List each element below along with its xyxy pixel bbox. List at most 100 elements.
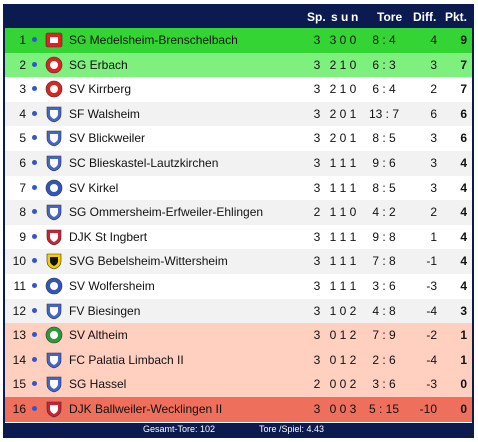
header-diff: Diff. <box>413 10 437 24</box>
points: 0 <box>460 377 467 392</box>
bullet-icon <box>32 86 37 92</box>
team-name[interactable]: SV Kirkel <box>69 180 119 195</box>
bullet-icon <box>32 381 37 387</box>
goals: 9 : 6 <box>372 156 396 170</box>
games-played: 3 <box>313 328 321 343</box>
goal-difference: 4 <box>430 33 437 47</box>
goal-difference: 2 <box>430 82 437 97</box>
table-row[interactable]: 12 FV Biesingen 3 1 0 2 4 : 8 -4 3 <box>5 298 472 324</box>
goals: 3 : 6 <box>372 377 396 392</box>
wins: 2 <box>329 106 337 121</box>
team-name[interactable]: FC Palatia Limbach II <box>69 352 184 367</box>
points: 0 <box>460 402 467 416</box>
table-row[interactable]: 14 FC Palatia Limbach II 3 0 1 2 2 : 6 -4 1 <box>5 347 472 373</box>
points: 4 <box>460 254 467 269</box>
rank: 3 <box>19 82 26 97</box>
wins: 1 <box>329 254 337 269</box>
club-crest-icon <box>46 155 62 172</box>
points: 4 <box>460 229 467 244</box>
points: 1 <box>460 328 467 343</box>
team-name[interactable]: SG Hassel <box>69 377 127 392</box>
draws: 1 <box>339 156 347 170</box>
draws: 1 <box>339 205 347 220</box>
goal-difference: -10 <box>419 402 437 416</box>
bullet-icon <box>32 332 37 338</box>
wins: 1 <box>329 303 337 318</box>
wins: 0 <box>329 328 337 343</box>
team-name[interactable]: SVG Bebelsheim-Wittersheim <box>69 254 228 269</box>
table-row[interactable]: 4 SF Walsheim 3 2 0 1 13 : 7 6 6 <box>5 101 472 127</box>
team-name[interactable]: DJK Ballweiler-Wecklingen II <box>69 402 223 416</box>
games-played: 3 <box>313 303 321 318</box>
wins: 2 <box>329 82 337 97</box>
games-played: 3 <box>313 229 321 244</box>
draws: 0 <box>339 377 347 392</box>
draws: 1 <box>339 57 347 72</box>
wins: 1 <box>329 229 337 244</box>
draws: 1 <box>339 352 347 367</box>
goals: 7 : 9 <box>372 328 396 343</box>
goal-difference: -4 <box>426 352 437 367</box>
header-s: s <box>331 10 338 24</box>
losses: 2 <box>349 377 357 392</box>
losses: 1 <box>349 254 357 269</box>
goals: 5 : 15 <box>368 402 400 416</box>
rank: 14 <box>12 352 26 367</box>
rank: 9 <box>19 229 26 244</box>
bullet-icon <box>32 110 37 116</box>
club-crest-icon <box>46 131 62 147</box>
bullet-icon <box>32 356 37 362</box>
draws: 1 <box>339 229 347 244</box>
table-row[interactable]: 13 SV Altheim 3 0 1 2 7 : 9 -2 1 <box>5 323 472 348</box>
team-name[interactable]: SV Kirrberg <box>69 82 132 97</box>
table-row[interactable]: 8 SG Ommersheim-Erfweiler-Ehlingen 2 1 1 0 4 :… <box>5 200 472 225</box>
table-row[interactable]: 11 SV Wolfersheim 3 1 1 1 3 : 6 -3 4 <box>5 274 472 299</box>
team-name[interactable]: SG Medelsheim-Brenschelbach <box>69 33 238 47</box>
losses: 3 <box>349 402 357 416</box>
club-crest-icon <box>45 277 63 295</box>
bullet-icon <box>32 61 37 67</box>
team-name[interactable]: DJK St Ingbert <box>69 229 148 244</box>
games-played: 3 <box>313 254 321 269</box>
team-name[interactable]: SF Walsheim <box>69 106 140 121</box>
goals: 6 : 4 <box>372 82 396 97</box>
table-row[interactable]: 15 SG Hassel 2 0 0 2 3 : 6 -3 0 <box>5 372 472 397</box>
wins: 2 <box>329 131 337 146</box>
team-name[interactable]: SC Blieskastel-Lautzkirchen <box>69 156 219 170</box>
goals: 13 : 7 <box>368 106 400 121</box>
wins: 2 <box>329 57 337 72</box>
club-crest-icon <box>45 80 63 98</box>
games-played: 3 <box>313 106 321 121</box>
losses: 1 <box>349 106 357 121</box>
draws: 0 <box>339 402 347 416</box>
club-crest-icon <box>46 229 62 246</box>
team-name[interactable]: SG Ommersheim-Erfweiler-Ehlingen <box>69 205 264 220</box>
team-name[interactable]: SV Blickweiler <box>69 131 146 146</box>
team-name[interactable]: SV Wolfersheim <box>69 279 155 293</box>
games-played: 3 <box>313 180 321 195</box>
rank: 16 <box>12 402 26 416</box>
draws: 1 <box>339 254 347 269</box>
goal-difference: -1 <box>426 254 437 269</box>
goal-difference: 1 <box>430 229 437 244</box>
table-row[interactable]: 16 DJK Ballweiler-Wecklingen II 3 0 0 3 5 : 15… <box>5 397 472 422</box>
table-row[interactable]: 10 SVG Bebelsheim-Wittersheim 3 1 1 1 7 : 8 -1 4 <box>5 249 472 274</box>
club-crest-icon <box>45 179 63 196</box>
goal-difference: -3 <box>426 279 437 293</box>
wins: 1 <box>329 156 337 170</box>
goals: 9 : 8 <box>372 229 396 244</box>
rank: 6 <box>19 156 26 170</box>
rank: 12 <box>12 303 26 318</box>
losses: 2 <box>349 328 357 343</box>
bullet-icon <box>32 233 37 239</box>
team-name[interactable]: SG Erbach <box>69 57 128 72</box>
team-name[interactable]: SV Altheim <box>69 328 128 343</box>
team-name[interactable]: FV Biesingen <box>69 303 141 318</box>
